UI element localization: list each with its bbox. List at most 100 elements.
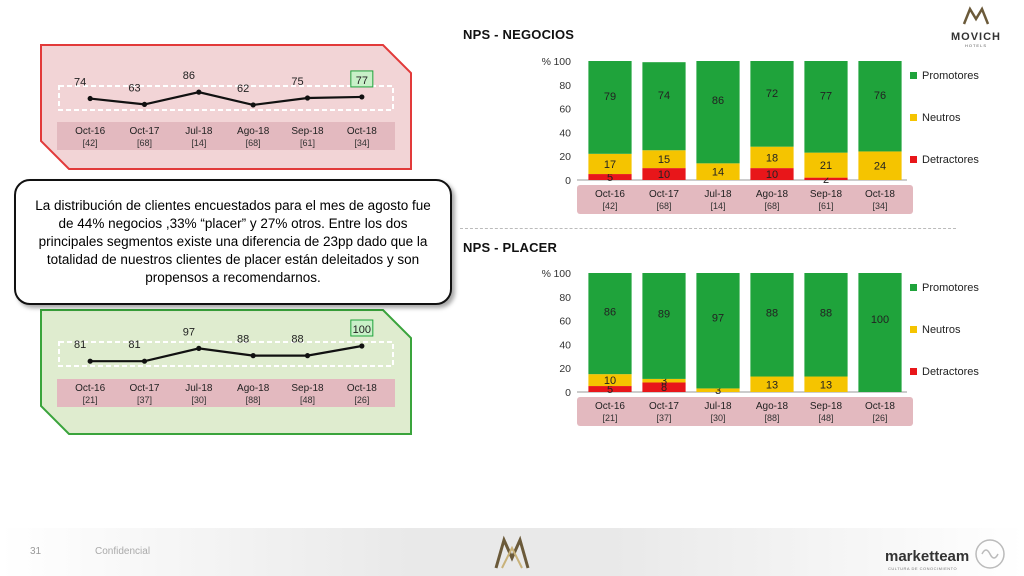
line-1-category-label: Oct-18 (347, 383, 377, 394)
line-1-point (359, 343, 365, 349)
bar-3-neutros-segment (750, 376, 794, 392)
line-1-count-label: [30] (191, 395, 206, 405)
bar-3-ylabel: % (542, 268, 551, 280)
title-negocios: NPS - NEGOCIOS (463, 27, 575, 42)
bar-3-neutros-label: 13 (820, 379, 832, 391)
bar-3-label-band (577, 397, 913, 426)
line-0-point (359, 94, 365, 100)
line-1-data-label: 88 (291, 334, 303, 346)
line-1-point (141, 358, 148, 364)
bar-2-count-label: [14] (710, 201, 725, 211)
line-0-count-label: [14] (191, 138, 206, 148)
bar-3-promotores-label: 88 (766, 307, 778, 319)
bar-3-category-label: Jul-18 (704, 401, 732, 412)
brand-sub: CULTURA DE CONOCIMIENTO (888, 566, 958, 571)
bar-2-detractores-label: 10 (658, 169, 670, 181)
bar-2-detractores-segment (804, 177, 848, 180)
bar-2-legend-swatch (910, 114, 917, 121)
logo-sub: HOTELS (964, 43, 987, 48)
line-1-data-label: 81 (128, 339, 140, 351)
bar-2-count-label: [34] (872, 201, 887, 211)
callout-text: La distribución de clientes encuestados … (35, 198, 431, 285)
bar-3-ytick-label: 40 (559, 339, 571, 351)
line-1-category-label: Oct-16 (75, 383, 105, 394)
bar-2-neutros-label: 24 (874, 161, 886, 173)
bar-3-count-label: [48] (818, 413, 833, 423)
bar-3-neutros-segment (696, 388, 740, 392)
bar-3-legend-swatch (910, 284, 917, 291)
bar-2-neutros-segment (804, 152, 848, 178)
line-0-category-label: Oct-18 (347, 126, 377, 137)
bar-3-category-label: Oct-17 (649, 401, 679, 412)
bar-3-promotores-label: 97 (712, 312, 724, 324)
line-1-point (196, 345, 202, 351)
line-1-series-line (90, 344, 363, 363)
bar-3-neutros-label: 13 (766, 379, 778, 391)
line-0-highlight-box (350, 70, 374, 88)
bar-2-promotores-label: 72 (766, 88, 778, 100)
bar-3-ytick-label: 80 (559, 292, 571, 304)
bar-2-ytick-label: 40 (559, 127, 571, 139)
bar-2-promotores-segment (750, 61, 794, 147)
bar-2-detractores-segment (642, 168, 686, 180)
line-0-data-label: 77 (356, 75, 368, 87)
line-0-point (304, 95, 311, 101)
bar-2-ytick-label: 20 (559, 151, 571, 163)
bar-3-neutros-segment (804, 376, 848, 392)
movich-logo-mark (962, 6, 990, 25)
bar-2-neutros-segment (588, 153, 632, 175)
bar-3-count-label: [30] (710, 413, 725, 423)
bar-3-detractores-segment (588, 386, 632, 392)
bar-2-legend-label: Detractores (922, 154, 979, 166)
line-0-data-label: 62 (237, 83, 249, 95)
line-0-point (196, 89, 202, 95)
bar-3-promotores-label: 100 (871, 314, 889, 326)
bar-3-promotores-segment (642, 273, 686, 379)
bar-2-category-label: Oct-16 (595, 189, 625, 200)
line-1-data-label: 88 (237, 334, 249, 346)
line-0-count-label: [42] (83, 138, 98, 148)
bar-3-ytick-label: 100 (553, 268, 571, 280)
bar-3-detractores-label: 8 (661, 382, 667, 394)
bar-2-ytick-label: 0 (565, 175, 571, 187)
bar-3-ytick-label: 20 (559, 363, 571, 375)
bar-2-promotores-segment (804, 61, 848, 153)
bar-2-count-label: [68] (656, 201, 671, 211)
bar-2-promotores-label: 74 (658, 90, 670, 102)
line-1-data-label: 100 (353, 324, 371, 336)
line-0-count-label: [68] (246, 138, 261, 148)
bar-2-category-label: Jul-18 (704, 189, 732, 200)
brand-name: marketteam (885, 548, 970, 565)
bar-3-neutros-segment (588, 374, 632, 387)
line-0-data-label: 74 (74, 77, 86, 89)
bar-2-neutros-label: 21 (820, 160, 832, 172)
line-1-category-label: Ago-18 (237, 383, 270, 394)
bar-3-ytick-label: 0 (565, 387, 571, 399)
bar-3-category-label: Ago-18 (756, 401, 789, 412)
bar-3-detractores-label: 5 (607, 384, 613, 396)
line-1-point (87, 358, 93, 364)
bar-2-category-label: Sep-18 (810, 189, 843, 200)
bar-2-neutros-segment (696, 163, 740, 180)
bar-3-detractores-segment (642, 382, 686, 392)
bar-2-ytick-label: 60 (559, 104, 571, 116)
bar-2-detractores-label: 5 (607, 172, 613, 184)
bar-2-neutros-label: 14 (712, 167, 724, 179)
bar-2-detractores-segment (588, 174, 632, 180)
page-number: 31 (30, 546, 42, 557)
bar-3-legend-swatch (910, 368, 917, 375)
line-1-category-label: Sep-18 (291, 383, 324, 394)
line-1-category-label: Oct-17 (129, 383, 159, 394)
bar-3-promotores-segment (696, 273, 740, 389)
line-1-highlight-box (350, 319, 374, 337)
movich-logo: MOVICH HOTELS (944, 6, 1008, 48)
bar-2-count-label: [61] (818, 201, 833, 211)
bar-2-promotores-label: 86 (712, 95, 724, 107)
line-0-category-label: Oct-16 (75, 126, 105, 137)
bar-3-category-label: Sep-18 (810, 401, 843, 412)
line-0-count-label: [68] (137, 138, 152, 148)
title-placer: NPS - PLACER (463, 240, 558, 255)
bar-2-legend-label: Promotores (922, 70, 979, 82)
line-1-data-label: 97 (183, 326, 195, 338)
line-1-count-label: [37] (137, 395, 152, 405)
